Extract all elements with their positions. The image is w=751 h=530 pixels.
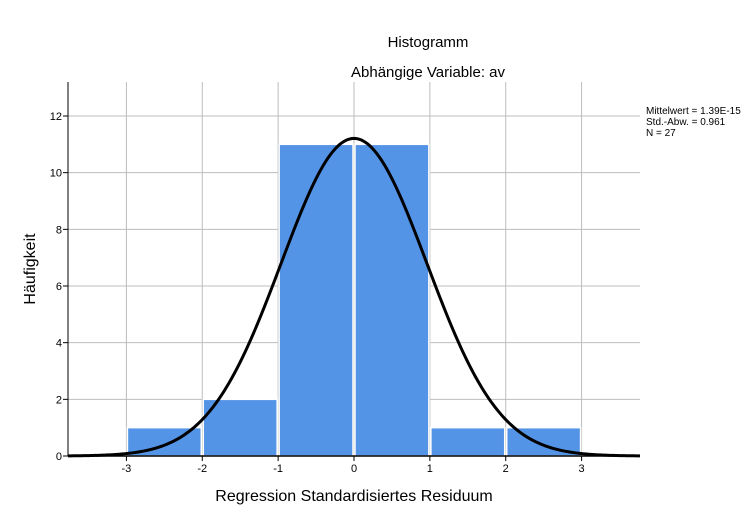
normal-curve: [67, 136, 641, 458]
axes: [63, 82, 640, 461]
y-tick-label: 0: [56, 451, 62, 463]
y-tick-label: 8: [56, 224, 62, 236]
normal-curve-layer: [67, 136, 641, 458]
x-tick-label: 0: [351, 463, 357, 475]
x-tick-label: -1: [273, 463, 283, 475]
chart-title: Histogramm: [388, 34, 469, 51]
x-tick-label: -2: [197, 463, 207, 475]
y-tick-label: 4: [56, 338, 62, 350]
y-tick-label: 6: [56, 281, 62, 293]
x-tick-label: -3: [122, 463, 132, 475]
x-tick-label: 2: [503, 463, 509, 475]
stats-std-dev: Std.-Abw. = 0.961: [646, 117, 726, 128]
x-tick-label: 3: [579, 463, 585, 475]
stats-legend: Mittelwert = 1.39E-15 Std.-Abw. = 0.961 …: [646, 106, 741, 139]
y-tick-label: 2: [56, 394, 62, 406]
histogram-bar: [278, 143, 354, 457]
x-tick-label: 1: [427, 463, 433, 475]
stats-n: N = 27: [646, 128, 676, 139]
histogram-bar: [430, 426, 506, 457]
histogram-bar: [354, 143, 430, 457]
histogram-bar: [202, 398, 278, 457]
stats-mean: Mittelwert = 1.39E-15: [646, 106, 741, 117]
y-tick-label: 12: [50, 111, 62, 123]
chart-subtitle: Abhängige Variable: av: [351, 64, 505, 81]
x-axis-label: Regression Standardisiertes Residuum: [215, 488, 492, 505]
y-tick-label: 10: [50, 168, 62, 180]
y-axis-label: Häufigkeit: [22, 233, 39, 305]
